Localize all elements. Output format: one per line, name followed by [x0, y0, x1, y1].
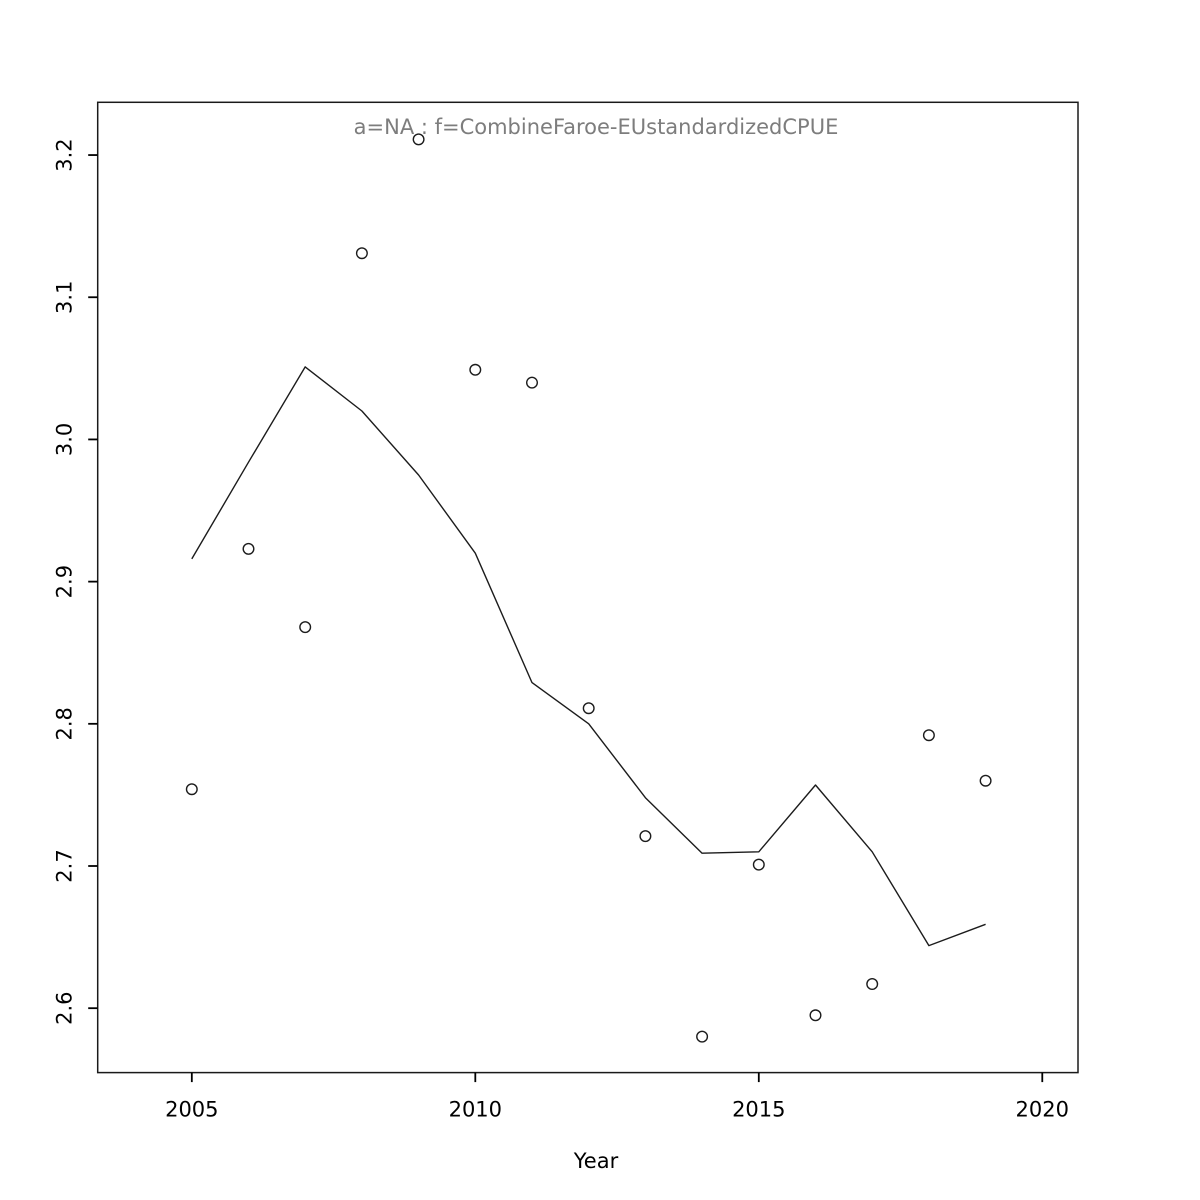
y-axis: 2.6 2.7 2.8 2.9 3.0 3.1 3.2	[53, 138, 98, 1025]
y-tick-label-2.8: 2.8	[53, 707, 77, 740]
data-point-2017	[866, 978, 879, 991]
data-point-2005	[185, 783, 198, 796]
x-tick-label-2010: 2010	[449, 1098, 502, 1122]
y-tick-label-2.6: 2.6	[53, 991, 77, 1024]
y-tick-label-2.7: 2.7	[53, 849, 77, 882]
data-point-2008	[355, 247, 368, 260]
y-tick-label-3.2: 3.2	[53, 138, 77, 171]
y-tick-label-3.1: 3.1	[53, 281, 77, 314]
x-tick-label-2020: 2020	[1016, 1098, 1069, 1122]
y-tick-label-2.9: 2.9	[53, 565, 77, 598]
data-point-2013	[639, 830, 652, 843]
fit-line-group	[191, 366, 986, 947]
x-axis-label: Year	[573, 1149, 619, 1173]
data-point-2014	[696, 1030, 709, 1043]
data-point-2009	[412, 133, 425, 146]
data-point-2016	[809, 1009, 822, 1022]
data-point-2010	[469, 363, 482, 376]
x-tick-label-2005: 2005	[165, 1098, 218, 1122]
x-tick-label-2015: 2015	[732, 1098, 785, 1122]
data-point-2019	[979, 774, 992, 787]
data-point-2007	[299, 621, 312, 634]
data-point-2015	[752, 858, 765, 871]
chart-title: a=NA : f=CombineFaroe-EUstandardizedCPUE	[354, 115, 839, 139]
y-tick-label-3.0: 3.0	[53, 423, 77, 456]
data-points-group	[185, 133, 992, 1043]
x-axis: 2005 2010 2015 2020	[165, 1072, 1069, 1122]
data-point-2012	[582, 702, 595, 715]
data-point-2011	[526, 376, 539, 389]
data-point-2006	[242, 542, 255, 555]
fit-line	[191, 366, 986, 947]
data-point-2018	[922, 729, 935, 742]
plot-box	[96, 101, 1079, 1074]
